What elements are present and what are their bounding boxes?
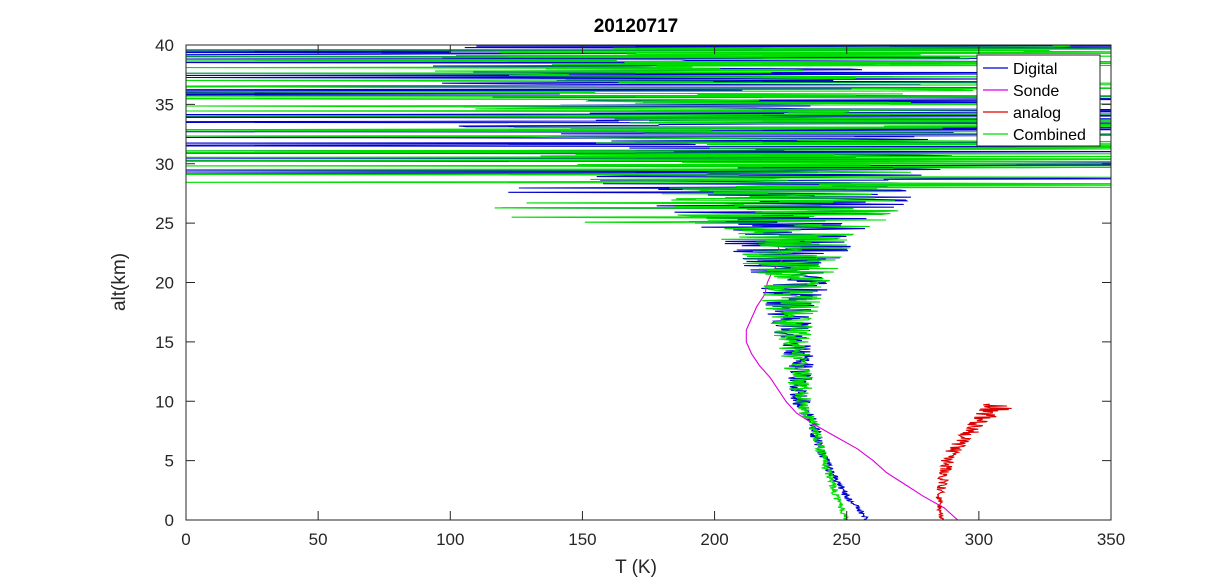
x-tick-label: 100	[436, 530, 464, 549]
y-tick-label: 25	[155, 214, 174, 233]
y-tick-label: 40	[155, 36, 174, 55]
x-tick-label: 150	[568, 530, 596, 549]
x-tick-label: 300	[965, 530, 993, 549]
legend-label-digital: Digital	[1013, 61, 1057, 78]
series-line-digital	[186, 45, 1111, 520]
x-tick-label: 0	[181, 530, 190, 549]
legend: Digital Sonde analog Combined	[976, 54, 1101, 147]
series-line-analog	[935, 403, 1012, 520]
y-tick-label: 5	[165, 452, 174, 471]
y-tick-label: 15	[155, 333, 174, 352]
y-tick-label: 0	[165, 511, 174, 530]
x-tick-label: 200	[700, 530, 728, 549]
legend-box	[976, 54, 1101, 147]
x-tick-label: 250	[833, 530, 861, 549]
y-axis-label: alt(km)	[109, 253, 130, 311]
y-tick-label: 10	[155, 392, 174, 411]
series-line-sonde	[745, 246, 959, 520]
x-tick-label: 50	[309, 530, 328, 549]
y-tick-label: 20	[155, 274, 174, 293]
x-axis-label: T (K)	[615, 557, 657, 578]
x-tick-label: 350	[1097, 530, 1125, 549]
y-tick-label: 30	[155, 155, 174, 174]
series-line-combined	[186, 45, 1111, 520]
chart-title: 20120717	[594, 16, 679, 37]
legend-label-combined: Combined	[1013, 127, 1086, 144]
y-tick-label: 35	[155, 95, 174, 114]
legend-label-analog: analog	[1013, 105, 1061, 122]
legend-label-sonde: Sonde	[1013, 83, 1059, 100]
